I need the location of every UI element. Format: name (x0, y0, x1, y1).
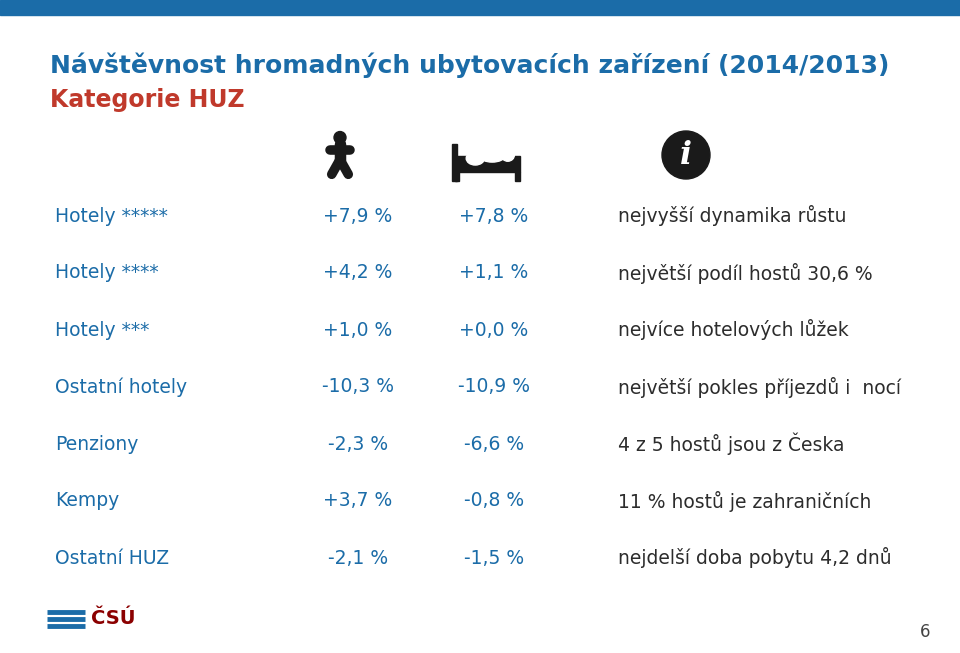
Text: nejvíce hotelových lůžek: nejvíce hotelových lůžek (618, 319, 849, 340)
Text: -0,8 %: -0,8 % (464, 492, 524, 511)
Text: i: i (680, 140, 692, 172)
Text: -10,3 %: -10,3 % (322, 377, 394, 396)
Text: nejdelší doba pobytu 4,2 dnů: nejdelší doba pobytu 4,2 dnů (618, 547, 892, 569)
Text: +3,7 %: +3,7 % (324, 492, 393, 511)
Text: Kempy: Kempy (55, 492, 119, 511)
Bar (516, 172, 519, 181)
Text: -1,5 %: -1,5 % (464, 549, 524, 567)
Text: Hotely ****: Hotely **** (55, 264, 158, 283)
Bar (0, 0, 960, 15)
Text: -10,9 %: -10,9 % (458, 377, 530, 396)
Text: -2,3 %: -2,3 % (328, 434, 388, 453)
Text: -6,6 %: -6,6 % (464, 434, 524, 453)
Text: Penziony: Penziony (55, 434, 138, 453)
Text: +4,2 %: +4,2 % (324, 264, 393, 283)
Ellipse shape (467, 151, 485, 165)
Circle shape (662, 131, 710, 179)
Text: nejvyšší dynamika růstu: nejvyšší dynamika růstu (618, 206, 847, 227)
Text: +7,9 %: +7,9 % (324, 206, 393, 225)
Text: Hotely ***: Hotely *** (55, 321, 150, 340)
Text: -2,1 %: -2,1 % (328, 549, 388, 567)
Text: největší pokles příjezdů i  nocí: největší pokles příjezdů i nocí (618, 377, 901, 398)
Text: Ostatní HUZ: Ostatní HUZ (55, 549, 169, 567)
Text: Hotely *****: Hotely ***** (55, 206, 168, 225)
Circle shape (501, 148, 515, 161)
Text: Ostatní hotely: Ostatní hotely (55, 377, 187, 397)
Text: 6: 6 (920, 623, 930, 641)
Text: +0,0 %: +0,0 % (460, 321, 529, 340)
Ellipse shape (480, 150, 505, 162)
Bar (454, 172, 459, 181)
Text: 4 z 5 hostů jsou z Česka: 4 z 5 hostů jsou z Česka (618, 433, 845, 455)
Circle shape (334, 131, 346, 144)
Bar (452, 144, 457, 181)
Text: Návštěvnost hromadných ubytovacích zařízení (2014/2013): Návštěvnost hromadných ubytovacích zaříz… (50, 52, 889, 78)
Bar (454, 156, 519, 172)
Text: největší podíl hostů 30,6 %: největší podíl hostů 30,6 % (618, 263, 873, 283)
Text: +7,8 %: +7,8 % (460, 206, 529, 225)
Text: 11 % hostů je zahraničních: 11 % hostů je zahraničních (618, 490, 872, 511)
Text: +1,0 %: +1,0 % (324, 321, 393, 340)
Text: +1,1 %: +1,1 % (460, 264, 529, 283)
Text: ČSÚ: ČSÚ (91, 609, 135, 628)
Text: Kategorie HUZ: Kategorie HUZ (50, 88, 245, 112)
